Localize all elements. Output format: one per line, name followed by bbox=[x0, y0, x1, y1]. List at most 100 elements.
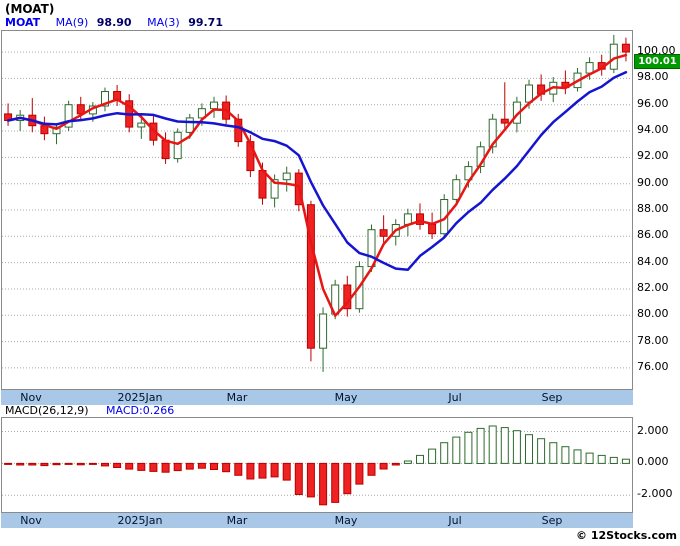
candle bbox=[113, 85, 122, 106]
candle bbox=[452, 174, 461, 205]
macd-bar bbox=[561, 446, 570, 464]
candle bbox=[416, 203, 424, 230]
candle bbox=[379, 215, 388, 243]
macd-bar bbox=[173, 462, 182, 472]
macd-bar bbox=[137, 462, 146, 471]
time-tick-label: May bbox=[334, 514, 358, 527]
candle bbox=[40, 116, 49, 141]
price-tick-label: 84.00 bbox=[637, 255, 669, 268]
macd-bar bbox=[440, 442, 449, 464]
candle bbox=[343, 275, 352, 317]
candle bbox=[4, 103, 13, 126]
macd-bar bbox=[197, 462, 206, 469]
macd-name: MACD(26,12,9) bbox=[5, 404, 89, 417]
time-tick-label: Sep bbox=[541, 514, 563, 527]
macd-bar bbox=[258, 462, 267, 479]
credit-link[interactable]: © 12Stocks.com bbox=[576, 529, 677, 542]
candle bbox=[428, 212, 437, 239]
macd-bar bbox=[379, 462, 388, 470]
ma9-line bbox=[6, 70, 628, 271]
macd-bar bbox=[16, 462, 25, 466]
macd-tick-label: 0.000 bbox=[637, 455, 669, 468]
macd-bar bbox=[294, 462, 303, 496]
time-tick-label: Sep bbox=[541, 391, 563, 404]
macd-bar bbox=[210, 462, 218, 471]
macd-bar bbox=[609, 456, 618, 465]
time-tick-label: Mar bbox=[226, 391, 248, 404]
macd-bar bbox=[331, 462, 340, 503]
ma3-value: 99.71 bbox=[188, 16, 223, 29]
macd-bar bbox=[101, 462, 109, 467]
price-tick-label: 92.00 bbox=[637, 149, 669, 162]
time-axis-bottom: Nov 2025Jan Mar May Jul Sep bbox=[1, 513, 633, 528]
macd-bar bbox=[4, 462, 13, 465]
price-tick-label: 96.00 bbox=[637, 97, 669, 110]
macd-bar bbox=[585, 452, 594, 464]
last-price-badge: 100.01 bbox=[634, 54, 680, 69]
macd-bar bbox=[573, 449, 582, 464]
macd-bar bbox=[537, 438, 546, 464]
time-tick-label: Nov bbox=[20, 391, 42, 404]
time-tick-label: Mar bbox=[226, 514, 248, 527]
price-tick-label: 80.00 bbox=[637, 307, 669, 320]
macd-bar bbox=[597, 454, 606, 464]
macd-bar bbox=[306, 462, 315, 498]
candle bbox=[101, 87, 109, 112]
price-tick-label: 94.00 bbox=[637, 123, 669, 136]
candle bbox=[306, 200, 315, 362]
ma3-label: MA(3) bbox=[147, 16, 180, 29]
macd-bar bbox=[185, 462, 194, 470]
macd-bar bbox=[464, 431, 473, 464]
time-tick-label: May bbox=[334, 391, 358, 404]
macd-bar bbox=[621, 458, 630, 464]
macd-bar bbox=[234, 462, 243, 476]
macd-bar bbox=[416, 454, 424, 464]
macd-bar bbox=[403, 460, 412, 464]
page-title: (MOAT) bbox=[5, 2, 55, 16]
macd-bar bbox=[88, 462, 97, 465]
time-tick-label: 2025Jan bbox=[117, 391, 163, 404]
macd-chart bbox=[1, 417, 633, 513]
macd-bar bbox=[428, 448, 437, 464]
macd-bar bbox=[222, 462, 231, 473]
macd-bar bbox=[367, 462, 376, 476]
candle bbox=[52, 123, 61, 145]
candle bbox=[16, 110, 25, 131]
candle bbox=[270, 174, 279, 208]
macd-bar bbox=[64, 462, 73, 465]
macd-chart-canvas bbox=[2, 425, 632, 506]
macd-bar bbox=[76, 462, 85, 466]
ma9-label: MA(9) bbox=[55, 16, 89, 29]
macd-bar bbox=[161, 462, 170, 473]
macd-bar bbox=[500, 427, 509, 464]
candle bbox=[621, 37, 630, 62]
candle bbox=[319, 307, 328, 372]
candle bbox=[488, 113, 497, 154]
candle bbox=[137, 117, 146, 139]
price-chart bbox=[1, 30, 633, 390]
macd-bar bbox=[28, 462, 37, 466]
price-tick-label: 88.00 bbox=[637, 202, 669, 215]
symbol-label: MOAT bbox=[5, 16, 41, 29]
price-legend: MOAT MA(9) 98.90 MA(3) 99.71 bbox=[5, 16, 223, 29]
candle bbox=[561, 70, 570, 95]
ma3-line bbox=[6, 53, 628, 317]
macd-bar bbox=[488, 425, 497, 464]
macd-bar bbox=[525, 434, 533, 464]
price-tick-label: 86.00 bbox=[637, 228, 669, 241]
macd-bar bbox=[355, 462, 364, 485]
candle bbox=[282, 166, 291, 192]
macd-bar bbox=[149, 462, 158, 472]
macd-bar bbox=[476, 427, 485, 464]
macd-bar bbox=[549, 442, 558, 464]
price-tick-label: 98.00 bbox=[637, 70, 669, 83]
macd-value: MACD:0.266 bbox=[106, 404, 175, 417]
time-tick-label: Jul bbox=[448, 391, 462, 404]
price-tick-label: 76.00 bbox=[637, 360, 669, 373]
candle bbox=[28, 98, 37, 133]
candle bbox=[173, 128, 182, 163]
price-chart-canvas bbox=[2, 34, 632, 372]
price-gridlines bbox=[2, 51, 632, 369]
macd-bar bbox=[282, 462, 291, 481]
candle bbox=[210, 96, 218, 118]
